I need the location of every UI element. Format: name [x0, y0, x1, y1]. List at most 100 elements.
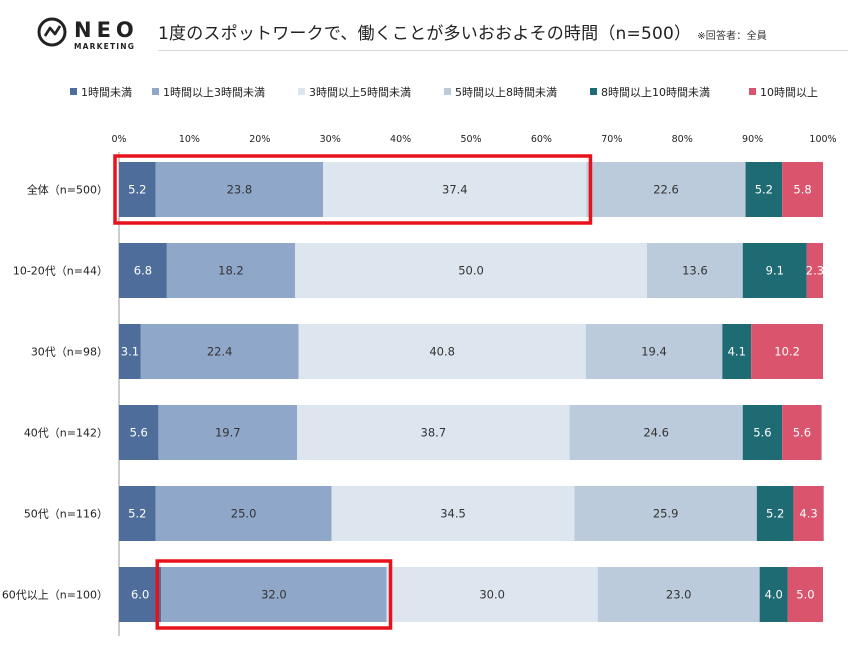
data-label: 6.8	[134, 264, 152, 278]
data-label: 34.5	[440, 507, 466, 521]
bar-segment	[295, 243, 647, 298]
bar-segment	[119, 567, 162, 622]
data-label: 5.2	[766, 507, 784, 521]
bar-segment	[119, 324, 141, 379]
legend-label: 8時間以上10時間未満	[601, 86, 710, 99]
data-label: 5.6	[793, 426, 811, 440]
bar-segment	[647, 243, 743, 298]
neo-marketing-logo: NEO MARKETING	[36, 12, 146, 52]
data-label: 5.6	[130, 426, 148, 440]
bar-segment	[782, 405, 822, 460]
legend-label: 3時間以上5時間未満	[309, 86, 411, 99]
page-title: 1度のスポットワークで、働くことが多いおおよその時間（n=500） ※回答者：全員	[158, 19, 767, 44]
x-tick-label: 60%	[531, 134, 552, 145]
bar-segment	[297, 405, 570, 460]
bar-segment	[119, 162, 156, 217]
x-tick-label: 10%	[179, 134, 200, 145]
data-label: 5.6	[753, 426, 771, 440]
category-label: 60代以上（n=100）	[2, 589, 108, 602]
bar-segment	[782, 162, 823, 217]
logo-word: NEO	[74, 18, 139, 42]
data-label: 4.1	[728, 345, 746, 359]
bar-segment	[119, 405, 159, 460]
data-label: 9.1	[766, 264, 784, 278]
x-tick-label: 40%	[390, 134, 411, 145]
bar-segment	[323, 162, 587, 217]
category-label: 30代（n=98）	[31, 346, 108, 359]
respondent-note: ※回答者：全員	[697, 31, 767, 42]
bars: 5.2 23.8 37.4 22.6 5.2 5.8 6.8 18.2 50.0 13.6 9.1 2…	[119, 162, 824, 622]
bar-segment	[793, 486, 824, 541]
highlight-box	[113, 154, 593, 225]
data-label: 25.9	[653, 507, 679, 521]
x-tick-label: 50%	[460, 134, 481, 145]
bar-segment	[119, 486, 156, 541]
bar-segment	[298, 324, 586, 379]
data-label: 25.0	[231, 507, 257, 521]
data-label: 6.0	[131, 588, 149, 602]
title-text: 1度のスポットワークで、働くことが多いおおよその時間（n=500）	[158, 24, 692, 44]
data-label: 38.7	[421, 426, 447, 440]
legend-swatch	[152, 88, 159, 95]
highlight-boxes	[113, 154, 593, 630]
data-label: 5.2	[755, 183, 773, 197]
logo-zigzag-icon	[43, 25, 62, 37]
data-label: 3.1	[121, 345, 139, 359]
bar-segment	[722, 324, 752, 379]
data-label: 4.3	[799, 507, 817, 521]
bar-segment	[742, 405, 783, 460]
data-label: 5.2	[128, 507, 146, 521]
x-tick-label: 70%	[601, 134, 622, 145]
x-axis-ticks: 0% 10% 20% 30% 40% 50% 60% 70% 80% 90% 100%	[111, 134, 837, 636]
bar-segment	[158, 405, 298, 460]
legend-swatch	[749, 88, 756, 95]
x-tick-label: 0%	[111, 134, 126, 145]
x-tick-label: 80%	[672, 134, 693, 145]
data-label: 24.6	[643, 426, 669, 440]
data-label: 30.0	[479, 588, 505, 602]
legend-swatch	[70, 88, 77, 95]
bar-segment	[155, 162, 324, 217]
legend: 1時間未満 1時間以上3時間未満 3時間以上5時間未満 5時間以上8時間未満 8時間以上…	[70, 86, 818, 99]
data-label: 4.0	[765, 588, 783, 602]
bar-segment	[745, 162, 783, 217]
x-tick-label: 100%	[809, 134, 836, 145]
logo-svg: NEO MARKETING	[37, 17, 139, 51]
data-label: 5.0	[796, 588, 814, 602]
legend-label: 5時間以上8時間未満	[455, 86, 557, 99]
data-label: 23.0	[666, 588, 692, 602]
bar-segment	[386, 567, 598, 622]
legend-swatch	[590, 88, 597, 95]
bar-segment	[759, 567, 788, 622]
category-label: 50代（n=116）	[24, 508, 108, 521]
bar-segment	[574, 486, 757, 541]
bar-segment	[155, 486, 332, 541]
legend-swatch	[444, 88, 451, 95]
logo-sub: MARKETING	[74, 42, 135, 51]
category-label: 全体（n=500）	[27, 183, 108, 197]
legend-swatch	[298, 88, 305, 95]
bar-segment	[119, 243, 167, 298]
legend-label: 1時間未満	[81, 86, 132, 99]
data-label: 10.2	[774, 345, 800, 359]
data-label: 22.6	[653, 183, 679, 197]
data-label: 23.8	[227, 183, 253, 197]
data-label: 2.3	[806, 264, 824, 278]
data-label: 19.7	[215, 426, 241, 440]
bar-segment	[597, 567, 760, 622]
data-label: 50.0	[458, 264, 484, 278]
x-tick-label: 90%	[742, 134, 763, 145]
data-label: 5.2	[128, 183, 146, 197]
highlight-box	[155, 559, 393, 630]
legend-label: 1時間以上3時間未満	[163, 86, 265, 99]
category-label: 40代（n=142）	[24, 427, 108, 440]
data-label: 40.8	[429, 345, 455, 359]
x-tick-label: 20%	[249, 134, 270, 145]
category-labels: 全体（n=500） 10-20代（n=44） 30代（n=98） 40代（n=142）…	[2, 183, 108, 602]
title-divider	[158, 50, 848, 51]
bar-segment	[742, 243, 807, 298]
bar-segment	[751, 324, 823, 379]
bar-segment	[161, 567, 387, 622]
bar-segment	[331, 486, 575, 541]
